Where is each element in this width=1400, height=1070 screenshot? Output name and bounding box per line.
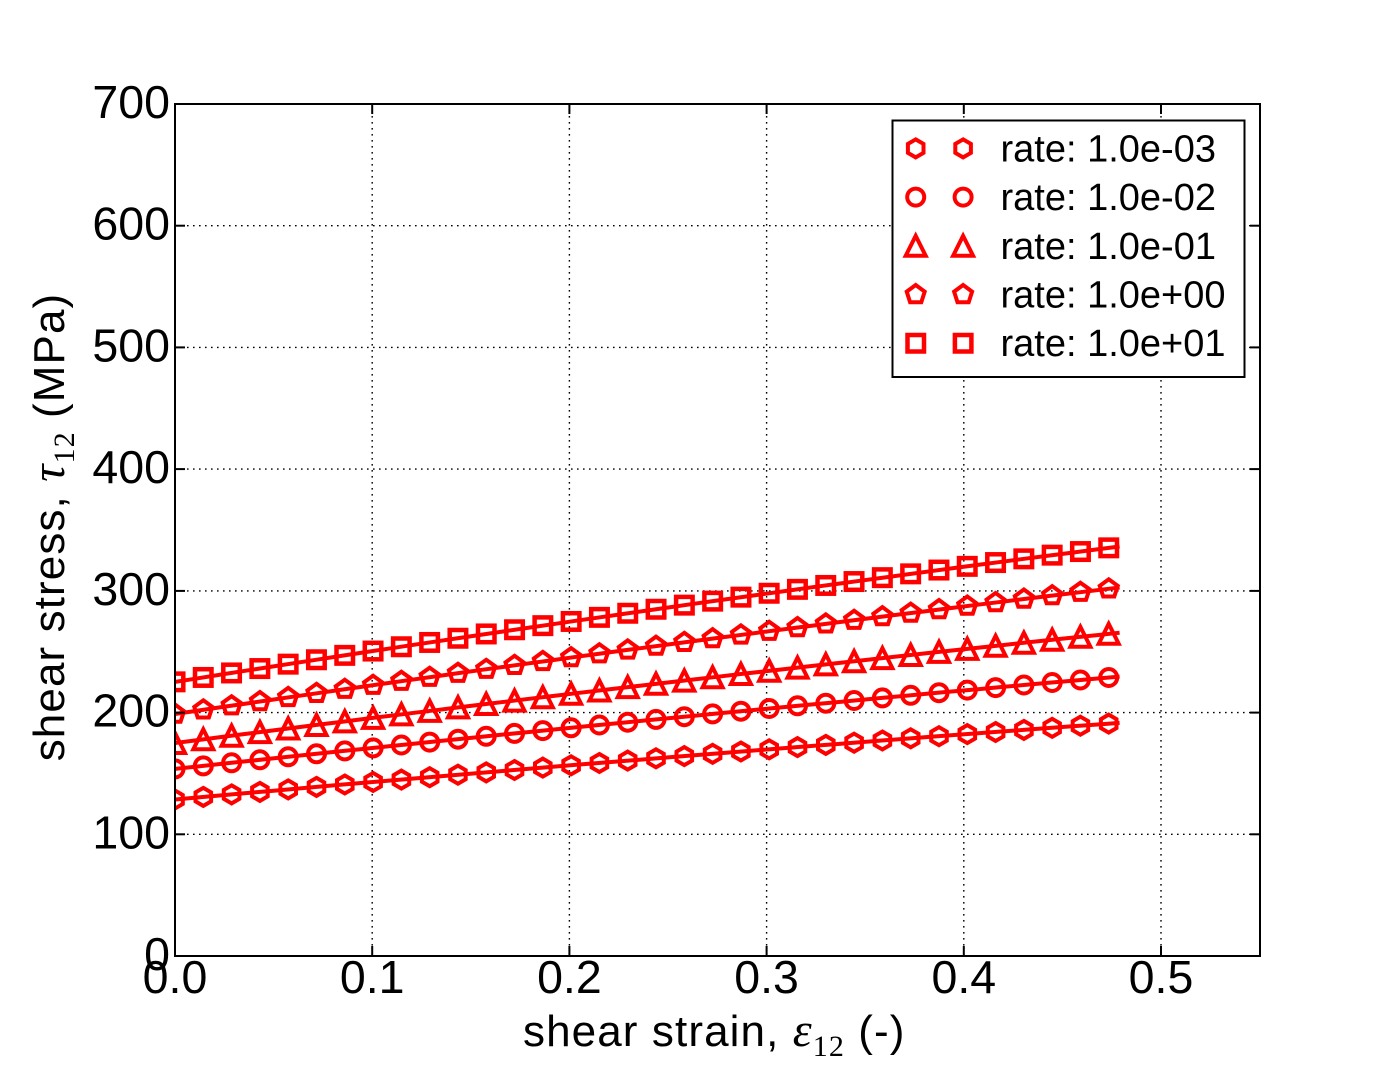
svg-text:200: 200 [92,685,170,737]
svg-text:rate: 1.0e+01: rate: 1.0e+01 [1001,323,1226,365]
svg-text:shear strain, ε12 (-): shear strain, ε12 (-) [523,1004,906,1063]
svg-text:0.3: 0.3 [734,951,799,1003]
svg-text:0.5: 0.5 [1129,951,1194,1003]
svg-text:400: 400 [92,441,170,493]
svg-text:0.2: 0.2 [537,951,602,1003]
svg-text:0.0: 0.0 [143,951,208,1003]
svg-text:0.4: 0.4 [931,951,996,1003]
svg-text:500: 500 [92,319,170,371]
svg-text:300: 300 [92,563,170,615]
svg-text:600: 600 [92,198,170,250]
svg-text:shear stress, τ12 (MPa): shear stress, τ12 (MPa) [22,293,81,762]
svg-text:rate: 1.0e-03: rate: 1.0e-03 [1001,128,1216,170]
svg-text:rate: 1.0e-01: rate: 1.0e-01 [1001,226,1216,268]
svg-text:0.1: 0.1 [340,951,405,1003]
svg-text:rate: 1.0e+00: rate: 1.0e+00 [1001,275,1226,317]
svg-text:0: 0 [144,928,170,980]
svg-text:rate: 1.0e-02: rate: 1.0e-02 [1001,177,1216,219]
svg-text:100: 100 [92,806,170,858]
svg-text:700: 700 [92,76,170,128]
